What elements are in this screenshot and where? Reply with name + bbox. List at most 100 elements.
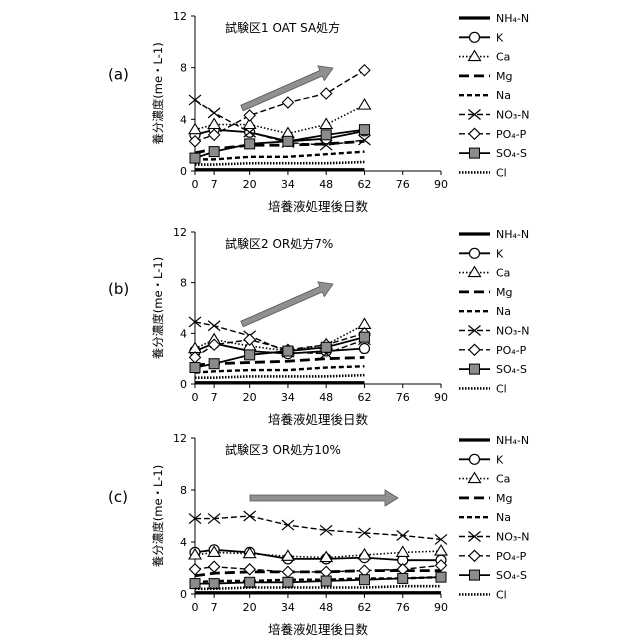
legend-label: PO₄-P xyxy=(496,128,527,141)
legend-item: Cl xyxy=(459,382,507,395)
chart-panel: (a)0481207203448627690養分濃度(me・L-1)培養液処理後… xyxy=(108,10,530,214)
data-point xyxy=(245,139,255,149)
x-tick-label: 76 xyxy=(396,601,410,614)
series-8 xyxy=(195,375,364,378)
data-point xyxy=(244,110,255,121)
x-tick-label: 90 xyxy=(434,391,448,404)
y-axis-label: 養分濃度(me・L-1) xyxy=(151,465,165,567)
data-point xyxy=(209,579,219,589)
panel-label: (a) xyxy=(108,66,129,84)
series-3 xyxy=(195,357,364,365)
legend-item: NO₃-N xyxy=(459,109,530,122)
x-tick-label: 0 xyxy=(192,601,199,614)
x-tick-label: 20 xyxy=(243,601,257,614)
series-line xyxy=(195,162,364,165)
data-point xyxy=(358,318,370,328)
legend-marker xyxy=(470,570,480,580)
legend-marker xyxy=(469,51,481,61)
series-line xyxy=(195,375,364,378)
legend: NH₄-NKCaMgNaNO₃-NPO₄-PSO₄-SCl xyxy=(459,12,530,179)
legend-marker xyxy=(469,344,480,355)
legend-label: Na xyxy=(496,511,511,524)
y-tick-label: 12 xyxy=(173,10,187,23)
data-point xyxy=(190,579,200,589)
data-point xyxy=(321,88,332,99)
y-tick-label: 4 xyxy=(180,536,187,549)
legend-item: NO₃-N xyxy=(459,531,530,544)
y-tick-label: 8 xyxy=(180,484,187,497)
data-point xyxy=(321,342,331,352)
data-point xyxy=(359,344,369,354)
legend-marker xyxy=(470,248,480,258)
legend-item: Ca xyxy=(459,473,510,486)
x-tick-label: 20 xyxy=(243,178,257,191)
legend-item: Ca xyxy=(459,51,510,64)
legend: NH₄-NKCaMgNaNO₃-NPO₄-PSO₄-SCl xyxy=(459,228,530,395)
y-tick-label: 8 xyxy=(180,62,187,75)
x-tick-label: 76 xyxy=(396,178,410,191)
data-point xyxy=(359,332,369,342)
legend: NH₄-NKCaMgNaNO₃-NPO₄-PSO₄-SCl xyxy=(459,434,530,601)
y-axis-label: 養分濃度(me・L-1) xyxy=(151,42,165,144)
legend-item: PO₄-P xyxy=(459,128,527,141)
figure-canvas: (a)0481207203448627690養分濃度(me・L-1)培養液処理後… xyxy=(0,0,640,640)
legend-label: K xyxy=(496,31,504,44)
legend-label: SO₄-S xyxy=(496,147,527,160)
x-tick-label: 48 xyxy=(319,178,333,191)
data-point xyxy=(208,321,220,331)
y-tick-label: 8 xyxy=(180,277,187,290)
legend-item: Cl xyxy=(459,166,507,179)
data-point xyxy=(283,346,293,356)
series-8 xyxy=(195,586,441,589)
legend-label: NH₄-N xyxy=(496,228,529,241)
arrow-shape xyxy=(241,282,333,327)
legend-item: NH₄-N xyxy=(459,434,529,447)
panel-label: (b) xyxy=(108,280,129,298)
legend-item: Cl xyxy=(459,588,507,601)
y-tick-label: 4 xyxy=(180,113,187,126)
x-tick-label: 7 xyxy=(211,178,218,191)
data-point xyxy=(245,350,255,360)
data-point xyxy=(190,564,201,575)
data-point xyxy=(282,566,293,577)
chart-panel: (b)0481207203448627690養分濃度(me・L-1)培養液処理後… xyxy=(108,226,530,427)
x-tick-label: 90 xyxy=(434,601,448,614)
legend-marker xyxy=(469,267,481,277)
legend-label: Mg xyxy=(496,286,512,299)
data-point xyxy=(359,65,370,76)
data-point xyxy=(208,108,220,118)
legend-label: NH₄-N xyxy=(496,12,529,25)
series-5 xyxy=(189,511,447,544)
chart-panel: (c)0481207203448627690養分濃度(me・L-1)培養液処理後… xyxy=(108,432,530,637)
data-point xyxy=(283,577,293,587)
legend-item: NH₄-N xyxy=(459,228,529,241)
legend-item: SO₄-S xyxy=(459,147,527,160)
legend-label: Cl xyxy=(496,166,507,179)
series-line xyxy=(195,100,364,145)
legend-item: K xyxy=(459,31,504,44)
series-line xyxy=(195,324,364,351)
legend-marker xyxy=(470,364,480,374)
legend-label: Mg xyxy=(496,492,512,505)
y-tick-label: 12 xyxy=(173,432,187,445)
legend-label: NH₄-N xyxy=(496,434,529,447)
legend-marker xyxy=(470,32,480,42)
legend-label: Ca xyxy=(496,267,510,280)
series-line xyxy=(195,337,364,367)
legend-item: NH₄-N xyxy=(459,12,529,25)
x-tick-label: 7 xyxy=(211,601,218,614)
data-point xyxy=(321,130,331,140)
data-point xyxy=(208,119,220,129)
x-tick-label: 48 xyxy=(319,601,333,614)
y-tick-label: 0 xyxy=(180,378,187,391)
legend-item: SO₄-S xyxy=(459,363,527,376)
legend-item: K xyxy=(459,453,504,466)
x-tick-label: 7 xyxy=(211,391,218,404)
series-line xyxy=(195,322,364,354)
data-point xyxy=(282,97,293,108)
legend-label: Cl xyxy=(496,588,507,601)
x-axis-label: 培養液処理後日数 xyxy=(268,199,369,214)
data-point xyxy=(397,531,409,541)
data-point xyxy=(245,577,255,587)
x-tick-label: 0 xyxy=(192,178,199,191)
